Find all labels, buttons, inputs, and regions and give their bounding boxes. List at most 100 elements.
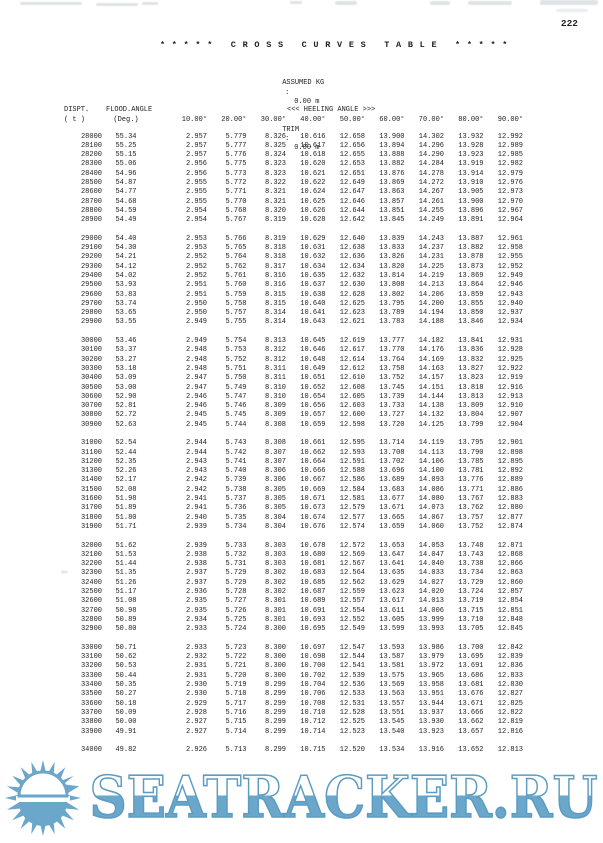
displacement-cell: 30400	[80, 374, 102, 383]
kn-value-cell: 12.895	[497, 457, 523, 466]
scan-artifact	[540, 0, 598, 5]
kn-value-cell: 2.926	[185, 746, 207, 755]
flood-angle-cell: 50.09	[115, 708, 137, 717]
assumed-kg-value: 0.00 m	[294, 97, 320, 106]
table-row-28700: 28700 54.68 2.955 5.770 8.321 10.625 12.646 13.…	[64, 198, 524, 207]
displacement-cell: 29600	[80, 290, 102, 299]
displacement-cell: 33900	[80, 727, 102, 736]
kn-value-cell: 12.848	[497, 615, 523, 624]
kn-value-cell: 13.965	[418, 671, 444, 680]
kn-value-cell: 14.040	[418, 560, 444, 569]
kn-value-cell: 12.955	[497, 253, 523, 262]
kn-value-cell: 5.716	[225, 708, 247, 717]
flood-angle-cell: 52.35	[115, 457, 137, 466]
kn-value-cell: 13.575	[379, 671, 405, 680]
displacement-cell: 32900	[80, 625, 102, 634]
kn-value-cell: 12.928	[497, 346, 523, 355]
flood-angle-cell: 51.44	[115, 560, 137, 569]
kn-value-cell: 2.933	[185, 643, 207, 652]
kn-value-cell: 10.637	[300, 281, 326, 290]
kn-value-cell: 14.125	[418, 420, 444, 429]
kn-value-cell: 5.723	[225, 643, 247, 652]
kn-value-cell: 2.931	[185, 671, 207, 680]
kn-value-cell: 14.219	[418, 271, 444, 280]
kn-value-cell: 12.630	[339, 281, 365, 290]
heel-angle-label: 70.00°	[418, 115, 444, 124]
displacement-cell: 29800	[80, 309, 102, 318]
kn-value-cell: 10.657	[300, 411, 326, 420]
displacement-cell: 28000	[80, 132, 102, 141]
table-row-32400: 32400 51.26 2.937 5.729 8.302 10.685 12.562 13.…	[64, 579, 524, 588]
kn-value-cell: 13.629	[379, 578, 405, 587]
kn-value-cell: 2.939	[185, 541, 207, 550]
kn-value-cell: 12.830	[497, 681, 523, 690]
flood-angle-cell: 53.65	[115, 309, 137, 318]
kn-value-cell: 12.593	[339, 448, 365, 457]
kn-value-cell: 13.691	[458, 662, 484, 671]
kn-value-cell: 2.952	[185, 262, 207, 271]
kn-value-cell: 10.651	[300, 374, 326, 383]
kn-value-cell: 12.943	[497, 290, 523, 299]
kn-value-cell: 2.944	[185, 448, 207, 457]
table-row-31500: 31500 52.08 2.942 5.738 8.305 10.669 12.584 13.…	[64, 486, 524, 495]
kn-value-cell: 12.842	[497, 643, 523, 652]
kn-value-cell: 2.942	[185, 485, 207, 494]
watermark-text-svg: SEATRACKER.RU	[89, 763, 599, 832]
kn-value-cell: 14.033	[418, 569, 444, 578]
table-row-30700: 30700 52.81 2.946 5.746 8.309 10.656 12.603 13.…	[64, 402, 524, 411]
displacement-cell: 31600	[80, 495, 102, 504]
kn-value-cell: 14.138	[418, 402, 444, 411]
kn-value-cell: 13.951	[418, 690, 444, 699]
displacement-cell: 29100	[80, 244, 102, 253]
kn-value-cell: 8.299	[264, 727, 286, 736]
kn-value-cell: 13.762	[458, 504, 484, 513]
kn-value-cell: 2.944	[185, 439, 207, 448]
kn-value-cell: 14.151	[418, 383, 444, 392]
kn-value-cell: 13.710	[458, 615, 484, 624]
kn-value-cell: 12.863	[497, 569, 523, 578]
displacement-cell: 33700	[80, 708, 102, 717]
kn-value-cell: 5.753	[225, 346, 247, 355]
displacement-cell: 31900	[80, 522, 102, 531]
flood-angle-cell: 51.08	[115, 597, 137, 606]
heeling-angle-banner: <<< HEELING ANGLE >>>	[287, 106, 376, 114]
flood-angle-cell: 51.89	[115, 504, 137, 513]
displacement-column-header: DISPT.	[64, 106, 90, 114]
kn-value-cell: 12.836	[497, 662, 523, 671]
flood-angle-cell: 52.81	[115, 402, 137, 411]
displacement-group-32000: 32000 51.62 2.939 5.733 8.303 10.678 12.572 13.…	[64, 542, 524, 635]
displacement-group-34000: 34000 49.82 2.926 5.713 8.299 10.715 12.520 13.…	[64, 746, 524, 755]
kn-value-cell: 8.303	[264, 550, 286, 559]
kn-value-cell: 5.719	[225, 681, 247, 690]
kn-value-cell: 8.323	[264, 160, 286, 169]
kn-value-cell: 14.163	[418, 364, 444, 373]
kn-value-cell: 10.685	[300, 578, 326, 587]
kn-value-cell: 12.647	[339, 188, 365, 197]
kn-value-cell: 13.900	[379, 132, 405, 141]
kn-value-cell: 12.612	[339, 364, 365, 373]
kn-value-cell: 10.667	[300, 476, 326, 485]
kn-value-cell: 8.324	[264, 151, 286, 160]
kn-value-cell: 5.713	[225, 746, 247, 755]
kn-value-cell: 13.671	[458, 699, 484, 708]
kn-value-cell: 10.680	[300, 550, 326, 559]
kn-value-cell: 8.313	[264, 337, 286, 346]
kn-value-cell: 13.714	[379, 439, 405, 448]
kn-value-cell: 8.301	[264, 606, 286, 615]
kn-value-cell: 13.715	[458, 606, 484, 615]
kn-value-cell: 14.188	[418, 318, 444, 327]
kn-value-cell: 10.662	[300, 448, 326, 457]
watermark-text: SEATRACKER.RU	[90, 764, 598, 831]
kn-value-cell: 12.964	[497, 216, 523, 225]
displacement-cell: 33200	[80, 662, 102, 671]
kn-value-cell: 5.735	[225, 513, 247, 522]
kn-value-cell: 13.757	[458, 513, 484, 522]
table-row-32600: 32600 51.08 2.935 5.727 8.301 10.689 12.557 13.…	[64, 597, 524, 606]
table-row-31300: 31300 52.26 2.943 5.740 8.306 10.666 12.588 13.…	[64, 467, 524, 476]
kn-value-cell: 8.305	[264, 495, 286, 504]
kn-value-cell: 13.641	[379, 560, 405, 569]
kn-value-cell: 13.695	[458, 653, 484, 662]
kn-value-cell: 13.802	[379, 290, 405, 299]
kn-value-cell: 14.194	[418, 309, 444, 318]
kn-value-cell: 13.845	[379, 216, 405, 225]
